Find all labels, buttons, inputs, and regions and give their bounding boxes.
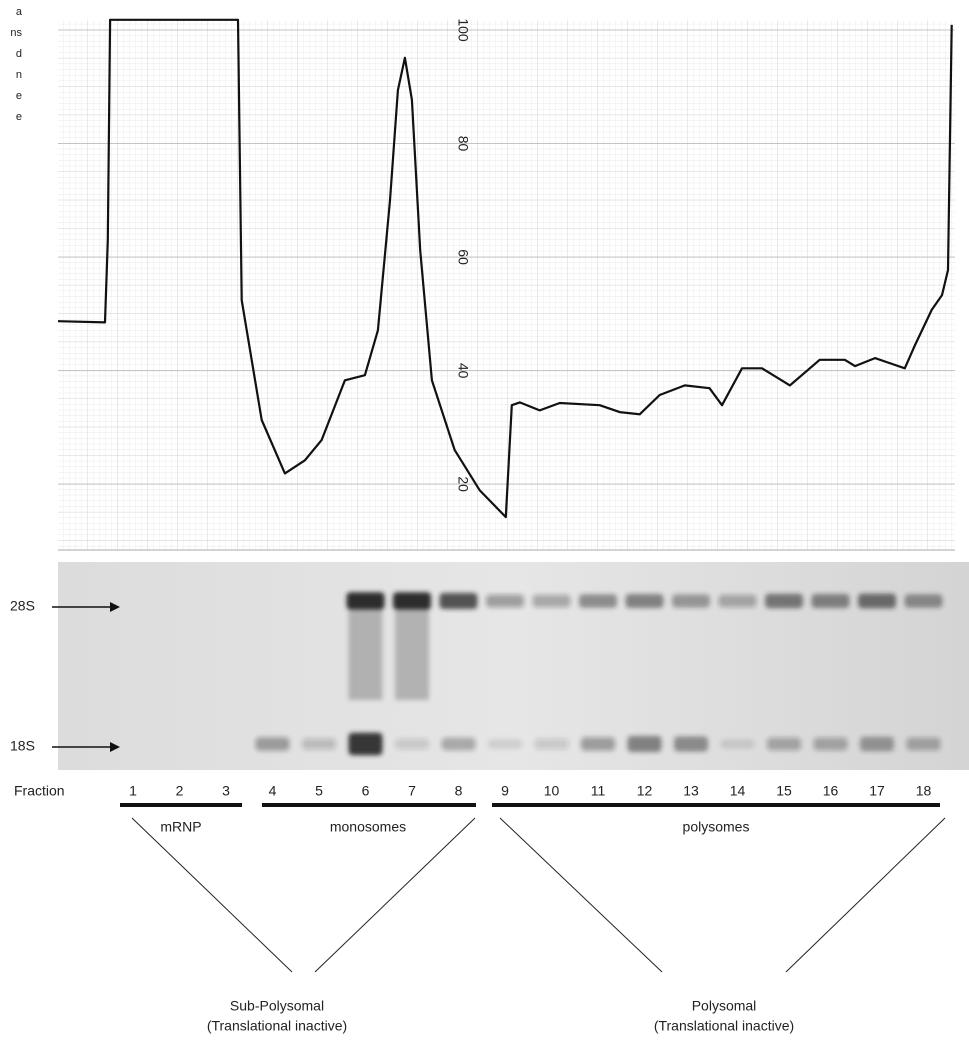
fraction-number: 5 [315, 783, 323, 799]
band-28s [440, 593, 478, 609]
group-label: monosomes [330, 819, 406, 835]
smear [349, 610, 383, 700]
summary-title: Polysomal [692, 998, 757, 1014]
fraction-number: 17 [869, 783, 885, 799]
band-18s [721, 739, 755, 749]
group-bar [120, 803, 242, 807]
y-tick-label: 100 [455, 18, 471, 42]
band-18s [628, 736, 662, 752]
fraction-number: 11 [591, 783, 606, 799]
band-18s [256, 737, 290, 751]
y-tick-label: 20 [455, 476, 471, 492]
text-fragment: e [16, 90, 22, 102]
grid-major [58, 20, 955, 550]
text-fragment: ns [10, 27, 22, 39]
fraction-number: 3 [222, 783, 230, 799]
text-fragment: n [16, 69, 22, 81]
group-label: mRNP [160, 819, 201, 835]
band-18s [767, 738, 801, 751]
fraction-number: 2 [176, 783, 184, 799]
band-18s [442, 738, 476, 751]
fraction-number: 9 [501, 783, 509, 799]
band-18s [535, 739, 569, 749]
summary-subtitle: (Translational inactive) [207, 1018, 347, 1034]
connector [786, 818, 945, 972]
group-label: polysomes [683, 819, 750, 835]
fraction-number: 4 [269, 783, 277, 799]
band-28s [533, 595, 571, 607]
profile-plot: 20 40 60 80 100 [58, 18, 955, 550]
fraction-number: 14 [730, 783, 746, 799]
group-bar [492, 803, 940, 807]
connector [132, 818, 292, 972]
band-18s [814, 738, 848, 751]
fraction-number: 7 [408, 783, 416, 799]
band-28s [672, 594, 710, 607]
fraction-number: 6 [362, 783, 370, 799]
connector [500, 818, 662, 972]
connector [315, 818, 475, 972]
band-18s [395, 739, 429, 749]
figure: 20 40 60 80 100 28S 18S Fraction mRNP monoso… [0, 0, 969, 1047]
marker-label: 18S [10, 738, 35, 754]
band-28s [579, 594, 617, 608]
band-18s [581, 737, 615, 751]
band-28s [347, 592, 385, 610]
y-tick-label: 40 [455, 363, 471, 379]
band-28s [812, 594, 850, 608]
summary-subtitle: (Translational inactive) [654, 1018, 794, 1034]
fraction-number: 18 [916, 783, 932, 799]
fraction-number: 12 [637, 783, 653, 799]
text-fragment: e [16, 111, 22, 123]
fraction-number: 1 [129, 783, 137, 799]
band-18s [907, 738, 941, 751]
band-28s [719, 595, 757, 607]
text-fragment: d [16, 48, 22, 60]
marker-label: 28S [10, 598, 35, 614]
band-28s [765, 594, 803, 608]
band-28s [905, 594, 943, 608]
band-28s [486, 595, 524, 608]
band-18s [860, 737, 894, 751]
band-18s [349, 733, 383, 755]
band-28s [626, 594, 664, 608]
y-tick-label: 60 [455, 249, 471, 265]
text-fragment: a [16, 6, 23, 18]
fraction-number: 13 [683, 783, 699, 799]
group-bar [262, 803, 476, 807]
band-28s [393, 592, 431, 610]
summary-title: Sub-Polysomal [230, 998, 324, 1014]
fraction-number: 8 [455, 783, 463, 799]
y-tick-label: 80 [455, 136, 471, 152]
fraction-number: 16 [823, 783, 839, 799]
band-18s [488, 739, 522, 749]
band-18s [302, 738, 336, 749]
fraction-number: 15 [776, 783, 792, 799]
fraction-number: 10 [544, 783, 560, 799]
connectors [132, 818, 945, 972]
band-18s [674, 736, 708, 751]
smear [395, 610, 429, 700]
fraction-label: Fraction [14, 783, 65, 799]
band-28s [858, 594, 896, 609]
